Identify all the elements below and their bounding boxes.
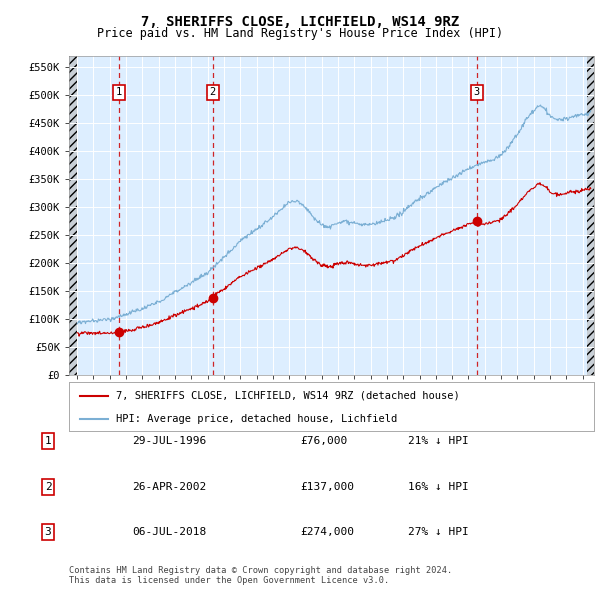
- Text: 2: 2: [209, 87, 216, 97]
- Text: 1: 1: [44, 436, 52, 445]
- Text: 2: 2: [44, 482, 52, 491]
- Text: Contains HM Land Registry data © Crown copyright and database right 2024.
This d: Contains HM Land Registry data © Crown c…: [69, 566, 452, 585]
- Text: 16% ↓ HPI: 16% ↓ HPI: [408, 482, 469, 491]
- Text: 27% ↓ HPI: 27% ↓ HPI: [408, 527, 469, 537]
- Text: 1: 1: [116, 87, 122, 97]
- Text: 3: 3: [44, 527, 52, 537]
- Text: 29-JUL-1996: 29-JUL-1996: [132, 436, 206, 445]
- Text: £76,000: £76,000: [300, 436, 347, 445]
- Text: HPI: Average price, detached house, Lichfield: HPI: Average price, detached house, Lich…: [116, 414, 398, 424]
- Text: 7, SHERIFFS CLOSE, LICHFIELD, WS14 9RZ (detached house): 7, SHERIFFS CLOSE, LICHFIELD, WS14 9RZ (…: [116, 391, 460, 401]
- Text: Price paid vs. HM Land Registry's House Price Index (HPI): Price paid vs. HM Land Registry's House …: [97, 27, 503, 40]
- Text: £137,000: £137,000: [300, 482, 354, 491]
- Text: 3: 3: [473, 87, 480, 97]
- Text: £274,000: £274,000: [300, 527, 354, 537]
- Text: 7, SHERIFFS CLOSE, LICHFIELD, WS14 9RZ: 7, SHERIFFS CLOSE, LICHFIELD, WS14 9RZ: [141, 15, 459, 30]
- Text: 21% ↓ HPI: 21% ↓ HPI: [408, 436, 469, 445]
- Text: 06-JUL-2018: 06-JUL-2018: [132, 527, 206, 537]
- Text: 26-APR-2002: 26-APR-2002: [132, 482, 206, 491]
